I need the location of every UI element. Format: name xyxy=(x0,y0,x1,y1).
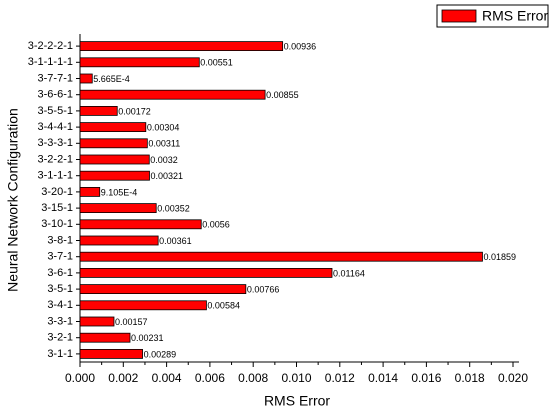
bar xyxy=(79,89,266,100)
value-label: 0.00289 xyxy=(144,349,177,359)
y-tick-label: 3-20-1 xyxy=(41,186,73,198)
x-tick-label: 0.004 xyxy=(152,371,182,385)
y-axis-title: Neural Network Configuration xyxy=(5,108,21,292)
y-tick-label: 3-5-1 xyxy=(47,283,73,295)
x-tick-label: 0.002 xyxy=(108,371,138,385)
bar xyxy=(79,235,159,246)
y-tick-label: 3-8-1 xyxy=(47,234,73,246)
x-tick-label: 0.014 xyxy=(368,371,398,385)
value-label: 9.105E-4 xyxy=(101,187,138,197)
y-tick-label: 3-6-1 xyxy=(47,267,73,279)
bar xyxy=(79,57,200,68)
x-tick-label: 0.020 xyxy=(498,371,528,385)
y-tick-label: 3-6-6-1 xyxy=(38,89,73,101)
bar xyxy=(79,170,150,181)
bar xyxy=(79,73,93,84)
bar xyxy=(79,203,157,214)
value-label: 0.0056 xyxy=(202,220,230,230)
value-label: 0.00766 xyxy=(247,284,280,294)
y-tick-label: 3-3-1 xyxy=(47,315,73,327)
y-tick-label: 3-7-7-1 xyxy=(38,72,73,84)
x-axis-title: RMS Error xyxy=(264,393,330,409)
y-tick-label: 3-2-2-2-1 xyxy=(28,40,73,52)
x-tick-label: 0.000 xyxy=(65,371,95,385)
value-label: 0.00231 xyxy=(131,333,164,343)
x-tick-label: 0.012 xyxy=(325,371,355,385)
bar xyxy=(79,122,147,132)
y-tick-label: 3-1-1-1-1 xyxy=(28,56,73,68)
y-tick-label: 3-7-1 xyxy=(47,251,73,263)
bar xyxy=(79,316,115,327)
bar xyxy=(79,219,202,230)
value-label: 0.00157 xyxy=(115,317,148,327)
y-tick-label: 3-15-1 xyxy=(41,202,73,214)
bar xyxy=(79,106,118,116)
value-label: 0.00311 xyxy=(148,139,180,149)
bar xyxy=(79,348,143,359)
bar xyxy=(79,332,131,343)
value-label: 0.00936 xyxy=(284,41,317,51)
y-tick-label: 3-4-4-1 xyxy=(38,121,73,133)
y-tick-label: 3-4-1 xyxy=(47,299,73,311)
y-tick-label: 3-1-1-1 xyxy=(38,170,73,182)
bar xyxy=(79,284,247,295)
y-tick-label: 3-3-3-1 xyxy=(38,137,73,149)
y-tick-label: 3-2-2-1 xyxy=(38,153,73,165)
bar xyxy=(79,41,284,51)
bar xyxy=(79,154,150,165)
value-label: 0.00172 xyxy=(118,106,151,116)
y-tick-label: 3-5-5-1 xyxy=(38,105,73,117)
value-label: 5.665E-4 xyxy=(93,74,130,84)
y-tick-label: 3-2-1 xyxy=(47,332,73,344)
legend-swatch xyxy=(441,9,477,23)
legend-label: RMS Error xyxy=(482,8,548,24)
value-label: 0.00352 xyxy=(157,203,190,213)
bar xyxy=(79,138,148,149)
value-label: 0.00361 xyxy=(159,236,192,246)
y-tick-label: 3-1-1 xyxy=(47,348,73,360)
value-label: 0.01164 xyxy=(333,268,365,278)
x-tick-label: 0.008 xyxy=(238,371,268,385)
value-label: 0.00304 xyxy=(147,122,180,132)
x-tick-label: 0.018 xyxy=(455,371,485,385)
value-label: 0.00584 xyxy=(207,301,240,311)
value-label: 0.0032 xyxy=(150,155,178,165)
bar xyxy=(79,267,333,278)
x-tick-label: 0.010 xyxy=(281,371,311,385)
bar xyxy=(79,251,483,262)
value-label: 0.01859 xyxy=(483,252,516,262)
bar xyxy=(79,300,207,311)
y-tick-label: 3-10-1 xyxy=(41,218,73,230)
bar xyxy=(79,186,101,197)
value-label: 0.00855 xyxy=(266,90,299,100)
x-tick-label: 0.016 xyxy=(411,371,441,385)
value-label: 0.00551 xyxy=(200,58,233,68)
x-tick-label: 0.006 xyxy=(195,371,225,385)
value-label: 0.00321 xyxy=(150,171,183,181)
